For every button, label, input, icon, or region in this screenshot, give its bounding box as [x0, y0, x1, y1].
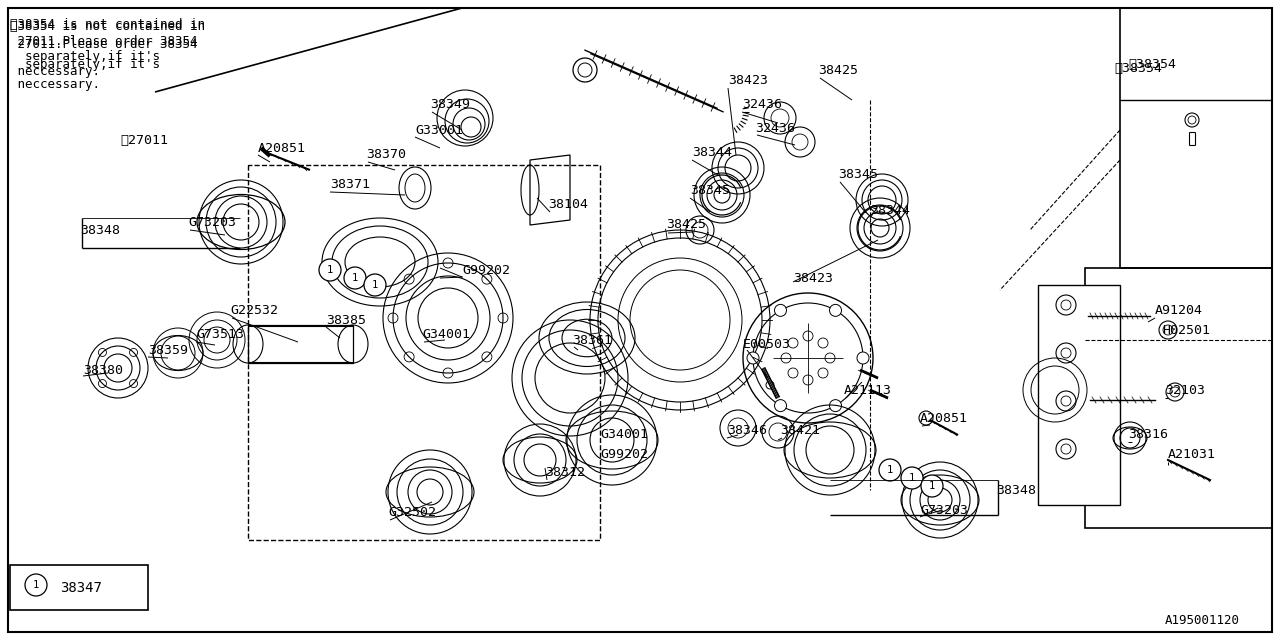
Circle shape — [858, 352, 869, 364]
Circle shape — [879, 459, 901, 481]
Text: 1: 1 — [372, 280, 378, 290]
Text: 38361: 38361 — [572, 333, 612, 346]
Text: 38316: 38316 — [1128, 429, 1169, 442]
Circle shape — [26, 574, 47, 596]
Text: A21113: A21113 — [844, 383, 892, 397]
Text: 38345: 38345 — [838, 168, 878, 182]
Text: 38385: 38385 — [326, 314, 366, 326]
Text: 38104: 38104 — [548, 198, 588, 211]
Text: G32502: G32502 — [388, 506, 436, 520]
Text: G99202: G99202 — [462, 264, 509, 276]
Text: G22532: G22532 — [230, 303, 278, 317]
Text: A20851: A20851 — [920, 412, 968, 424]
Circle shape — [1061, 300, 1071, 310]
Circle shape — [1061, 444, 1071, 454]
Text: 38312: 38312 — [545, 467, 585, 479]
Bar — [1120, 8, 1272, 268]
Text: ※38354 is not contained in: ※38354 is not contained in — [10, 18, 205, 31]
Text: 1: 1 — [33, 580, 40, 590]
Circle shape — [829, 305, 841, 316]
Text: 38349: 38349 — [430, 99, 470, 111]
Circle shape — [901, 467, 923, 489]
Circle shape — [344, 267, 366, 289]
Text: G33001: G33001 — [415, 124, 463, 136]
Text: 38425: 38425 — [666, 218, 707, 232]
Text: 32436: 32436 — [742, 99, 782, 111]
Text: A21031: A21031 — [1169, 449, 1216, 461]
Circle shape — [748, 352, 759, 364]
Text: G73203: G73203 — [188, 216, 236, 228]
Circle shape — [829, 399, 841, 412]
Text: A91204: A91204 — [1155, 303, 1203, 317]
Circle shape — [774, 399, 786, 412]
Polygon shape — [530, 155, 570, 225]
Text: 38425: 38425 — [818, 63, 858, 77]
Text: 38371: 38371 — [330, 179, 370, 191]
Text: 38348: 38348 — [79, 223, 120, 237]
Text: 38345: 38345 — [690, 184, 730, 196]
Bar — [1038, 285, 1120, 505]
Text: 38423: 38423 — [728, 74, 768, 86]
Text: 1: 1 — [352, 273, 358, 283]
Text: H02501: H02501 — [1162, 323, 1210, 337]
Text: 38423: 38423 — [794, 271, 833, 285]
Text: 38344: 38344 — [870, 204, 910, 216]
Text: G99202: G99202 — [600, 449, 648, 461]
Text: separately,if it's: separately,if it's — [10, 58, 160, 71]
Text: 38359: 38359 — [148, 344, 188, 356]
Text: 1: 1 — [929, 481, 936, 491]
Text: ※38354: ※38354 — [1114, 61, 1162, 74]
Text: G73513: G73513 — [196, 328, 244, 342]
Text: ※38354: ※38354 — [1128, 58, 1176, 72]
Text: A20851: A20851 — [259, 141, 306, 154]
Circle shape — [1061, 348, 1071, 358]
Bar — [248, 325, 353, 363]
Text: E00503: E00503 — [742, 339, 791, 351]
Text: A195001120: A195001120 — [1165, 614, 1240, 627]
Text: 1: 1 — [909, 473, 915, 483]
Text: neccessary.: neccessary. — [10, 78, 100, 91]
Text: 32103: 32103 — [1165, 383, 1204, 397]
Text: G73203: G73203 — [920, 504, 968, 516]
Text: 1: 1 — [326, 265, 333, 275]
Bar — [10, 565, 148, 610]
Bar — [1085, 268, 1272, 528]
Text: 27011.Please order 38354: 27011.Please order 38354 — [10, 38, 197, 51]
Text: 38347: 38347 — [60, 581, 102, 595]
Circle shape — [364, 274, 387, 296]
Circle shape — [319, 259, 340, 281]
Text: G34001: G34001 — [422, 328, 470, 342]
Text: 38370: 38370 — [366, 148, 406, 161]
Text: 1: 1 — [887, 465, 893, 475]
Text: 32436: 32436 — [755, 122, 795, 134]
Text: ※38354 is not contained in
 27011.Please order 38354
  separately,if it's
 necce: ※38354 is not contained in 27011.Please … — [10, 20, 205, 78]
Text: G34001: G34001 — [600, 429, 648, 442]
Text: 38348: 38348 — [996, 483, 1036, 497]
Circle shape — [774, 305, 786, 316]
Text: 38421: 38421 — [780, 424, 820, 436]
Text: 38344: 38344 — [692, 145, 732, 159]
Circle shape — [1061, 396, 1071, 406]
Text: ※27011: ※27011 — [120, 134, 168, 147]
Circle shape — [922, 475, 943, 497]
Text: 38380: 38380 — [83, 364, 123, 376]
Text: 38346: 38346 — [727, 424, 767, 436]
